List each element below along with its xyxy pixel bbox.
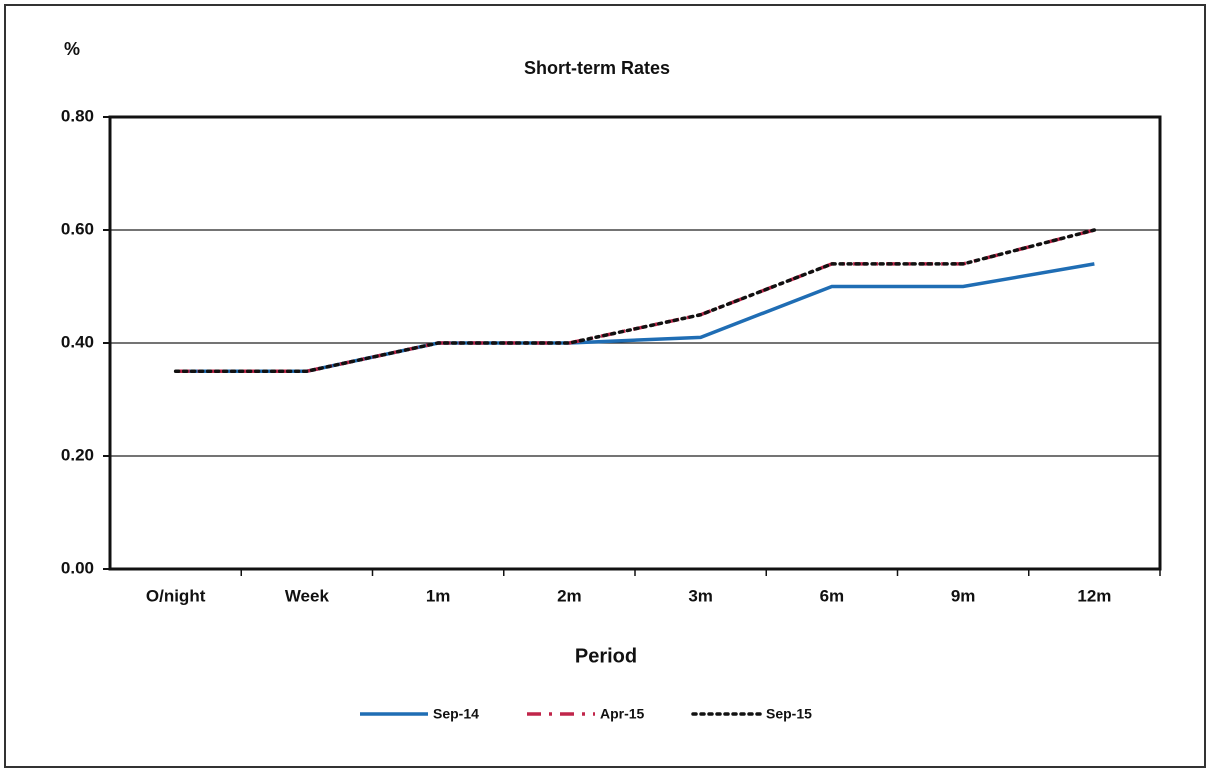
y-tick-label: 0.00	[61, 558, 94, 577]
x-tick-label: 2m	[557, 586, 582, 605]
legend-label: Sep-15	[766, 706, 812, 722]
frame	[4, 4, 1206, 768]
x-tick-label: Week	[285, 586, 330, 605]
chart-title: Short-term Rates	[524, 58, 670, 78]
x-tick-label: 6m	[820, 586, 845, 605]
y-tick-label: 0.20	[61, 445, 94, 464]
x-tick-label: 9m	[951, 586, 976, 605]
x-tick-label: 1m	[426, 586, 451, 605]
legend-label: Sep-14	[433, 706, 479, 722]
series-line	[173, 228, 1097, 373]
y-tick-label: 0.80	[61, 106, 94, 125]
x-tick-label: 3m	[688, 586, 713, 605]
series-line	[175, 228, 1095, 373]
y-tick-label: 0.60	[61, 219, 94, 238]
x-tick-label: O/night	[146, 586, 206, 605]
y-axis-label: %	[64, 39, 80, 59]
x-tick-label: 12m	[1077, 586, 1111, 605]
series-line	[175, 262, 1095, 373]
y-tick-label: 0.40	[61, 332, 94, 351]
legend-label: Apr-15	[600, 706, 645, 722]
x-axis-label: Period	[575, 645, 637, 667]
